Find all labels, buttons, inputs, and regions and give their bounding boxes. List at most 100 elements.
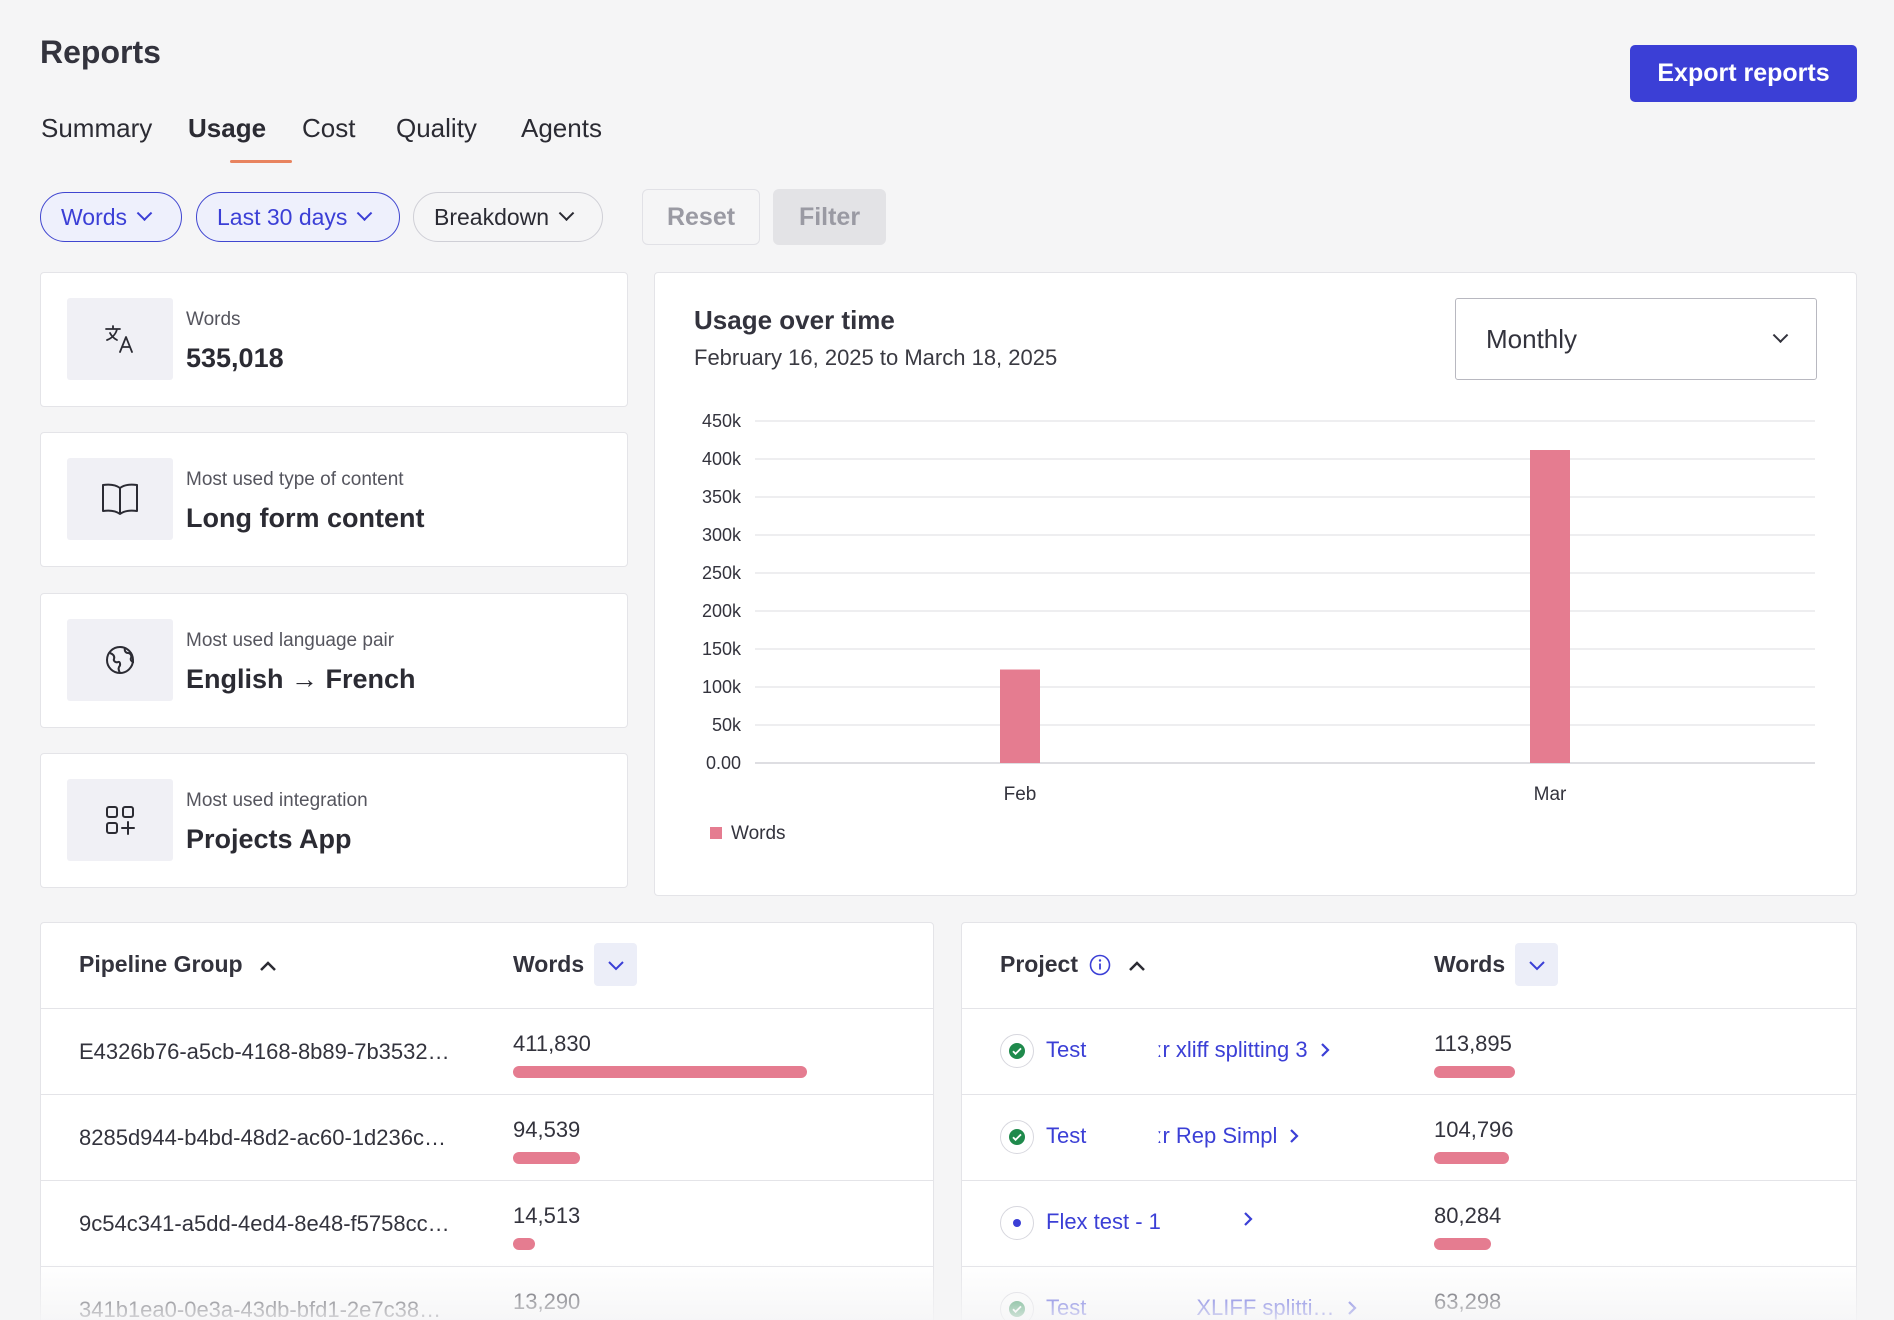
table-row[interactable]: Flex test - 1 80,284	[962, 1180, 1856, 1266]
x-tick-label: Feb	[1004, 784, 1037, 805]
word-count: 411,830	[513, 1031, 591, 1056]
page-title: Reports	[40, 34, 161, 70]
y-tick-label: 100k	[702, 677, 742, 697]
pipeline-group-id: E4326b76-a5cb-4168-8b89-7b3532…	[79, 1039, 450, 1064]
stat-label: Most used type of content	[186, 469, 404, 490]
reset-button[interactable]: Reset	[642, 189, 760, 245]
stat-label: Most used language pair	[186, 630, 395, 651]
export-reports-button[interactable]: Export reports	[1630, 45, 1857, 102]
tab-cost[interactable]: Cost	[302, 113, 356, 143]
tab-summary[interactable]: Summary	[41, 113, 153, 143]
word-count: 113,895	[1434, 1031, 1512, 1056]
column-header-label: Project	[1000, 951, 1078, 977]
stat-value: 535,018	[186, 343, 284, 373]
chevron-up-icon	[1129, 960, 1145, 971]
apps-add-icon	[67, 779, 173, 861]
project-name: Flex test - 1	[1046, 1209, 1161, 1234]
stat-value: Long form content	[186, 503, 425, 533]
translate-icon	[67, 298, 173, 380]
column-header-label: Pipeline Group	[79, 951, 243, 977]
active-tab-indicator	[230, 160, 292, 163]
book-open-icon	[67, 458, 173, 540]
stat-value: Projects App	[186, 824, 352, 854]
project-words-header: Words	[1434, 943, 1559, 986]
chevron-down-icon	[136, 204, 153, 221]
stat-label: Most used integration	[186, 790, 368, 811]
period-dropdown-label: Last 30 days	[217, 203, 348, 230]
chevron-right-icon	[1347, 1301, 1357, 1315]
pipeline-group-header[interactable]: Pipeline Group	[79, 951, 283, 978]
chart-date-range: February 16, 2025 to March 18, 2025	[694, 345, 1058, 370]
y-tick-label: 200k	[702, 601, 742, 621]
y-tick-label: 300k	[702, 525, 742, 545]
y-tick-label: 450k	[702, 411, 742, 431]
table-row[interactable]: Test ːr xliff splitting 3 113,895	[962, 1008, 1856, 1094]
globe-icon	[67, 619, 173, 701]
word-count-bar	[1434, 1238, 1492, 1250]
bar-feb	[1000, 669, 1040, 763]
table-row[interactable]: 341b1ea0-0e3a-43db-bfd1-2e7c38… 13,290	[41, 1266, 933, 1320]
chevron-right-icon	[1290, 1129, 1299, 1143]
sort-words-button[interactable]	[1515, 943, 1559, 986]
status-in-progress-icon	[1000, 1206, 1034, 1240]
project-name-rest: XLIFF splitti…	[1196, 1295, 1335, 1320]
word-count: 104,796	[1434, 1117, 1514, 1142]
status-complete-icon	[1000, 1120, 1034, 1154]
stat-value: English → French	[186, 664, 416, 694]
sort-words-button[interactable]	[594, 943, 638, 986]
chevron-up-icon	[259, 960, 276, 971]
granularity-select[interactable]: Monthly	[1455, 298, 1817, 380]
granularity-select-value: Monthly	[1486, 323, 1578, 354]
word-count: 80,284	[1434, 1203, 1502, 1228]
stat-label: Words	[186, 309, 241, 330]
bar-mar	[1530, 450, 1570, 763]
metric-dropdown-label: Words	[61, 203, 128, 230]
project-link[interactable]: Flex test - 1	[1046, 1209, 1255, 1235]
metric-dropdown[interactable]: Words	[40, 192, 182, 242]
table-row[interactable]: 8285d944-b4bd-48d2-ac60-1d236c… 94,539	[41, 1094, 933, 1180]
table-row[interactable]: Test ːr Rep Simpl 104,796	[962, 1094, 1856, 1180]
stat-card-words: Words 535,018	[40, 272, 628, 407]
pipeline-group-id: 9c54c341-a5dd-4ed4-8e48-f5758cc…	[79, 1211, 450, 1236]
tab-agents[interactable]: Agents	[521, 113, 602, 143]
project-link[interactable]: Test XLIFF splitti…	[1046, 1295, 1359, 1320]
y-tick-label: 150k	[702, 639, 742, 659]
word-count: 63,298	[1434, 1289, 1502, 1314]
word-count-bar	[513, 1238, 535, 1250]
usage-chart-card: Usage over time February 16, 2025 to Mar…	[654, 272, 1857, 896]
project-header[interactable]: Project	[1000, 951, 1152, 978]
chevron-down-icon	[357, 204, 373, 221]
tab-quality[interactable]: Quality	[396, 113, 477, 143]
project-link[interactable]: Test ːr Rep Simpl	[1046, 1123, 1301, 1149]
table-row[interactable]: 9c54c341-a5dd-4ed4-8e48-f5758cc… 14,513	[41, 1180, 933, 1266]
stat-card-content-type: Most used type of content Long form cont…	[40, 432, 628, 567]
project-name: Test	[1046, 1295, 1087, 1320]
chevron-down-icon	[1528, 960, 1545, 970]
table-row[interactable]: E4326b76-a5cb-4168-8b89-7b3532… 411,830	[41, 1008, 933, 1094]
project-table: Project Words Test ːr xliff splitting 3 …	[961, 922, 1857, 1320]
chevron-down-icon	[558, 204, 575, 221]
x-tick-label: Mar	[1534, 784, 1567, 805]
legend-label: Words	[731, 823, 786, 844]
y-tick-label: 0.00	[706, 753, 741, 773]
stat-card-language-pair: Most used language pair English → French	[40, 593, 628, 728]
usage-bar-chart: 0.00 50k 100k 150k 200k 250k 300k 350k 400k 450k F…	[702, 411, 1815, 844]
word-count-bar	[513, 1152, 581, 1164]
tab-usage[interactable]: Usage	[188, 113, 267, 143]
word-count: 13,290	[513, 1289, 581, 1314]
breakdown-dropdown-label: Breakdown	[434, 203, 550, 230]
word-count: 94,539	[513, 1117, 581, 1142]
filter-button[interactable]: Filter	[773, 189, 886, 245]
project-link[interactable]: Test ːr xliff splitting 3	[1046, 1037, 1332, 1063]
table-row[interactable]: Test XLIFF splitti… 63,298	[962, 1266, 1856, 1320]
pipeline-group-id: 341b1ea0-0e3a-43db-bfd1-2e7c38…	[79, 1297, 442, 1320]
legend-swatch	[710, 827, 722, 839]
breakdown-dropdown[interactable]: Breakdown	[413, 192, 603, 242]
pipeline-words-header: Words	[513, 943, 638, 986]
pipeline-group-id: 8285d944-b4bd-48d2-ac60-1d236c…	[79, 1125, 446, 1150]
y-tick-label: 50k	[712, 715, 742, 735]
period-dropdown[interactable]: Last 30 days	[196, 192, 400, 242]
info-icon[interactable]	[1088, 953, 1112, 977]
chevron-down-icon	[607, 960, 624, 970]
word-count-bar	[1434, 1152, 1509, 1164]
